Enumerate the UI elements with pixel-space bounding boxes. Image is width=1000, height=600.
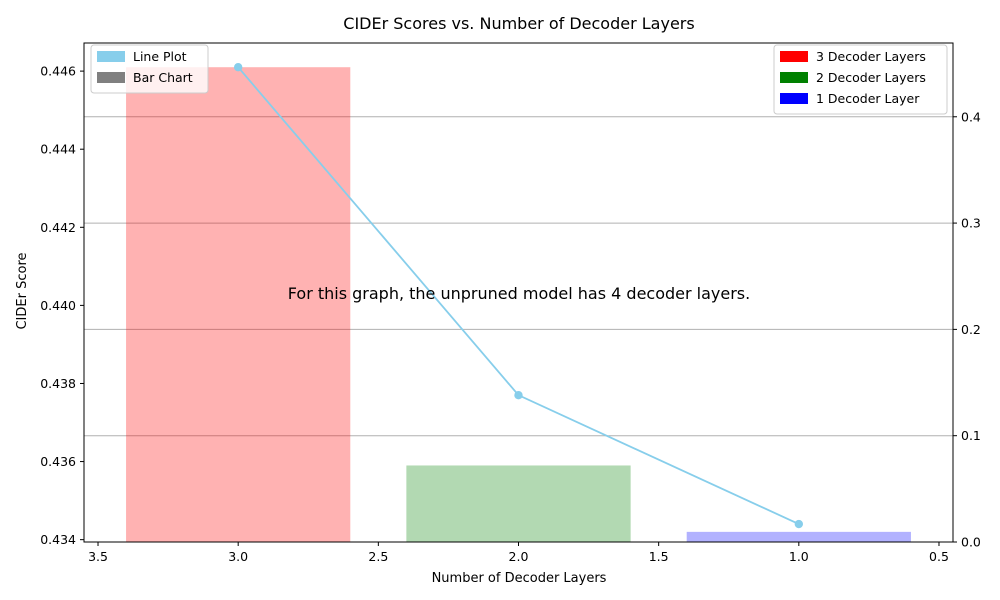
line-point: [233, 63, 243, 72]
bar: [406, 465, 631, 542]
x-tick-label: 2.0: [509, 549, 529, 564]
bar: [126, 67, 351, 543]
x-axis-label: Number of Decoder Layers: [432, 571, 607, 586]
gridlines: [84, 116, 953, 437]
line-series: [233, 63, 804, 529]
x-tick-label: 2.5: [368, 549, 388, 564]
legend-label: 2 Decoder Layers: [816, 70, 926, 85]
legend-label: Bar Chart: [133, 70, 193, 85]
legend-right: 3 Decoder Layers 2 Decoder Layers 1 Decode…: [773, 44, 948, 115]
y-tick-label: 0.442: [40, 220, 76, 235]
line-point: [514, 390, 523, 400]
legend-label: Line Plot: [133, 49, 187, 64]
y-tick-label: 0.446: [40, 64, 76, 79]
legend-swatch: [780, 51, 808, 62]
y-tick-label: 0.444: [40, 142, 76, 157]
legend-swatch: [780, 72, 808, 83]
x-tick-label: 3.5: [88, 549, 108, 564]
y2-tick-label: 0.0: [961, 535, 981, 550]
y-tick-label: 0.438: [40, 376, 76, 391]
x-tick-label: 1.5: [649, 549, 669, 564]
legend-label: 1 Decoder Layer: [816, 91, 920, 106]
y-axis-label: CIDEr Score: [15, 252, 30, 329]
legend-left: Line Plot Bar Chart: [90, 44, 209, 94]
axes: 3.5 3.0 2.5 2.0 1.5 1.0 0.5 0.434 0.436 0.438 0.44…: [40, 42, 981, 564]
legend-box: [773, 44, 948, 115]
x-tick-label: 1.0: [789, 549, 809, 564]
legend-swatch: [97, 51, 125, 62]
bar: [686, 531, 911, 542]
x-tick-label: 3.0: [228, 549, 248, 564]
y-tick-label: 0.440: [40, 298, 76, 313]
y-tick-label: 0.436: [40, 454, 76, 469]
chart-title: CIDEr Scores vs. Number of Decoder Layer…: [343, 14, 694, 33]
legend-swatch: [97, 72, 125, 83]
y-tick-label: 0.434: [40, 532, 76, 547]
legend-swatch: [780, 93, 808, 104]
y2-tick-label: 0.4: [961, 109, 981, 124]
legend-label: 3 Decoder Layers: [816, 49, 926, 64]
bars: [126, 67, 911, 543]
y2-tick-label: 0.1: [961, 428, 981, 443]
line-point: [794, 519, 804, 529]
y2-tick-label: 0.3: [961, 216, 981, 231]
annotation: For this graph, the unpruned model has 4…: [288, 284, 750, 303]
y2-tick-label: 0.2: [961, 322, 981, 337]
x-tick-label: 0.5: [929, 549, 949, 564]
